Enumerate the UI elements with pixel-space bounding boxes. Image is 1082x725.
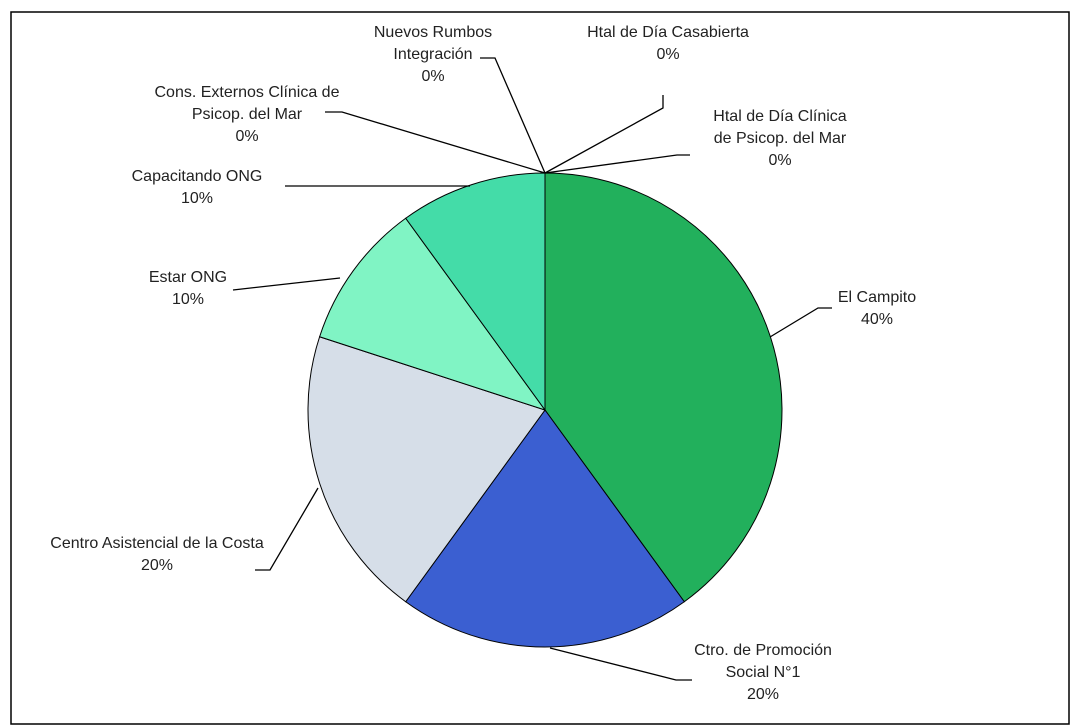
slice-label: Ctro. de Promoción Social N°1 20% [673, 640, 853, 706]
value-label: 0% [768, 152, 792, 169]
leader-line [480, 57, 546, 174]
leader-line [769, 307, 832, 338]
slice-label: El Campito 40% [812, 287, 942, 331]
category-label: Nuevos Rumbos Integración [373, 24, 493, 63]
slice-label: Nuevos Rumbos Integración 0% [363, 22, 503, 88]
frame [10, 11, 1070, 725]
category-label: Htal de Día Casabierta [587, 24, 749, 41]
pie-slice [307, 336, 546, 603]
slice-label: Capacitando ONG 10% [107, 166, 287, 210]
category-label: Capacitando ONG [131, 168, 263, 185]
category-label: Estar ONG [148, 269, 228, 286]
value-label: 20% [746, 686, 780, 703]
slice-label: Cons. Externos Clínica de Psicop. del Ma… [147, 82, 347, 148]
leader-line [544, 154, 690, 174]
value-label: 10% [180, 190, 214, 207]
category-label: Cons. Externos Clínica de Psicop. del Ma… [154, 84, 340, 123]
value-label: 40% [860, 311, 894, 328]
slice-label: Htal de Día Casabierta 0% [548, 22, 788, 66]
value-label: 0% [656, 46, 680, 63]
category-label: Htal de Día Clínica de Psicop. del Mar [713, 108, 847, 147]
value-label: 10% [171, 291, 205, 308]
leader-line [549, 647, 692, 681]
pie-slice [404, 172, 546, 412]
pie-slice [318, 217, 547, 411]
value-label: 20% [140, 557, 174, 574]
category-label: Ctro. de Promoción Social N°1 [694, 642, 832, 681]
pie-slice [404, 409, 686, 648]
slice-label: Estar ONG 10% [108, 267, 268, 311]
leader-line [255, 487, 319, 571]
category-label: El Campito [837, 289, 917, 306]
value-label: 0% [421, 68, 445, 85]
slice-label: Htal de Día Clínica de Psicop. del Mar 0% [705, 106, 855, 172]
category-label: Centro Asistencial de la Costa [50, 535, 264, 552]
leader-line [325, 111, 546, 174]
leader-line [232, 277, 341, 291]
value-label: 0% [235, 128, 259, 145]
slice-label: Centro Asistencial de la Costa 20% [42, 533, 272, 577]
leader-line [544, 95, 664, 174]
